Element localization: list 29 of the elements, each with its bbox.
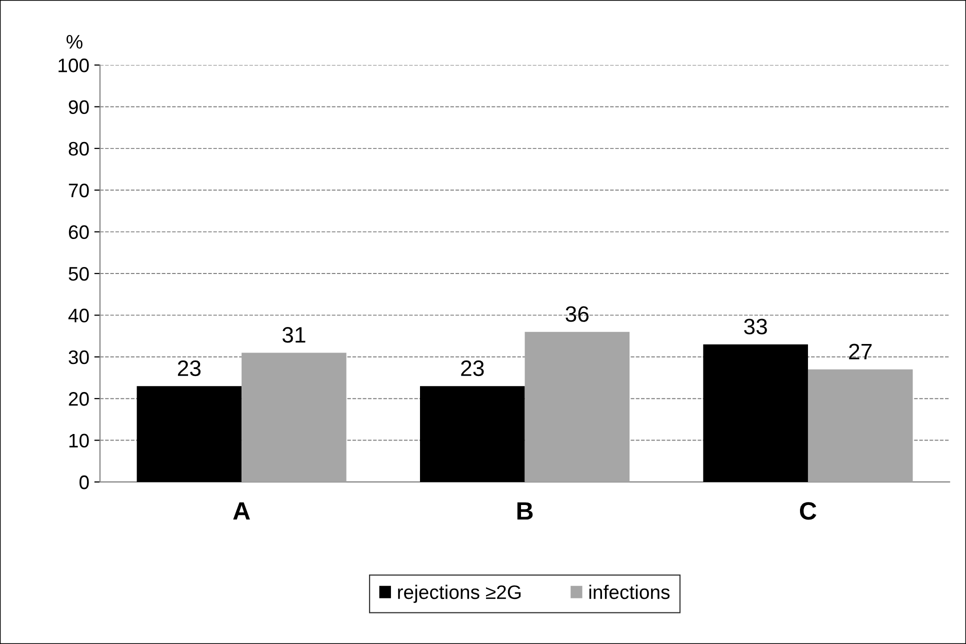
y-tick-label: 100	[58, 58, 89, 72]
y-tick-label: 10	[69, 434, 89, 448]
data-label: 33	[744, 318, 767, 334]
bar	[136, 386, 242, 482]
data-label: 23	[178, 360, 201, 376]
bar	[703, 344, 808, 482]
y-tick-label: 70	[68, 184, 89, 198]
bar	[524, 332, 630, 482]
y-tick-label: 20	[68, 392, 89, 406]
y-tick-label: 90	[68, 100, 89, 114]
data-label: 36	[566, 306, 589, 322]
legend-label: rejections ≥2G	[398, 584, 521, 603]
y-tick-label: 40	[68, 308, 89, 322]
legend-label: infections	[589, 584, 670, 600]
x-tick-label: B	[517, 502, 533, 520]
bar	[808, 369, 913, 482]
x-tick-label: A	[233, 502, 250, 520]
y-tick-label: 80	[68, 142, 89, 156]
y-tick-label: 0	[80, 475, 89, 490]
y-tick-label: 50	[68, 266, 89, 281]
data-label: 27	[849, 344, 872, 360]
y-tick-label: 60	[68, 225, 89, 240]
data-label: 23	[461, 360, 484, 376]
data-label: 31	[282, 327, 306, 343]
bar	[242, 352, 346, 482]
bar	[420, 386, 525, 482]
y-axis-title: %	[66, 35, 82, 49]
x-tick-label: C	[800, 502, 816, 520]
y-tick-label: 30	[68, 350, 89, 364]
